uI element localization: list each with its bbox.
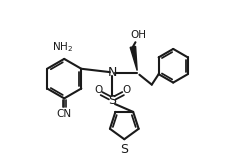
Text: S: S — [120, 143, 128, 156]
Text: O: O — [94, 85, 102, 95]
Polygon shape — [130, 46, 137, 71]
Text: S: S — [108, 94, 116, 108]
Text: CN: CN — [57, 109, 72, 119]
Text: OH: OH — [130, 30, 146, 40]
Text: O: O — [122, 85, 131, 95]
Text: N: N — [108, 66, 117, 79]
Text: NH$_2$: NH$_2$ — [52, 40, 73, 54]
